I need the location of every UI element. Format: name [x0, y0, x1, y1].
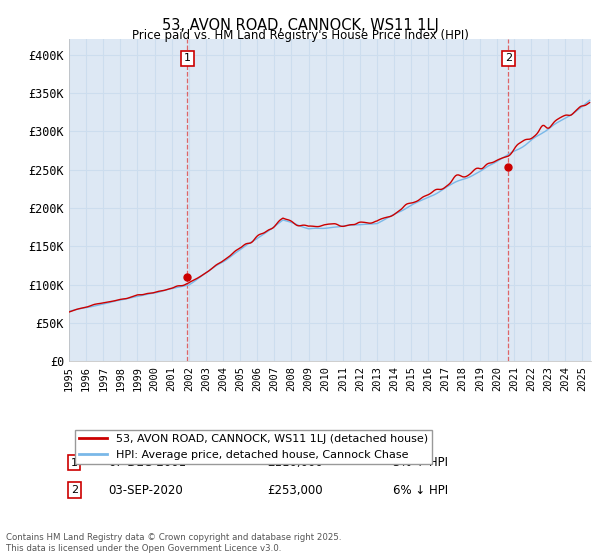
Text: 2: 2	[71, 485, 78, 495]
Text: Price paid vs. HM Land Registry's House Price Index (HPI): Price paid vs. HM Land Registry's House …	[131, 29, 469, 42]
Legend: 53, AVON ROAD, CANNOCK, WS11 1LJ (detached house), HPI: Average price, detached : 53, AVON ROAD, CANNOCK, WS11 1LJ (detach…	[74, 430, 432, 464]
Text: 3% ↑ HPI: 3% ↑ HPI	[392, 456, 448, 469]
Text: 6% ↓ HPI: 6% ↓ HPI	[392, 483, 448, 497]
Text: 1: 1	[184, 53, 191, 63]
Text: 07-DEC-2001: 07-DEC-2001	[108, 456, 186, 469]
Text: £253,000: £253,000	[268, 483, 323, 497]
Text: 2: 2	[505, 53, 512, 63]
Text: 53, AVON ROAD, CANNOCK, WS11 1LJ: 53, AVON ROAD, CANNOCK, WS11 1LJ	[161, 18, 439, 33]
Text: 1: 1	[71, 458, 78, 468]
Text: Contains HM Land Registry data © Crown copyright and database right 2025.
This d: Contains HM Land Registry data © Crown c…	[6, 533, 341, 553]
Text: £110,000: £110,000	[268, 456, 323, 469]
Text: 03-SEP-2020: 03-SEP-2020	[108, 483, 183, 497]
